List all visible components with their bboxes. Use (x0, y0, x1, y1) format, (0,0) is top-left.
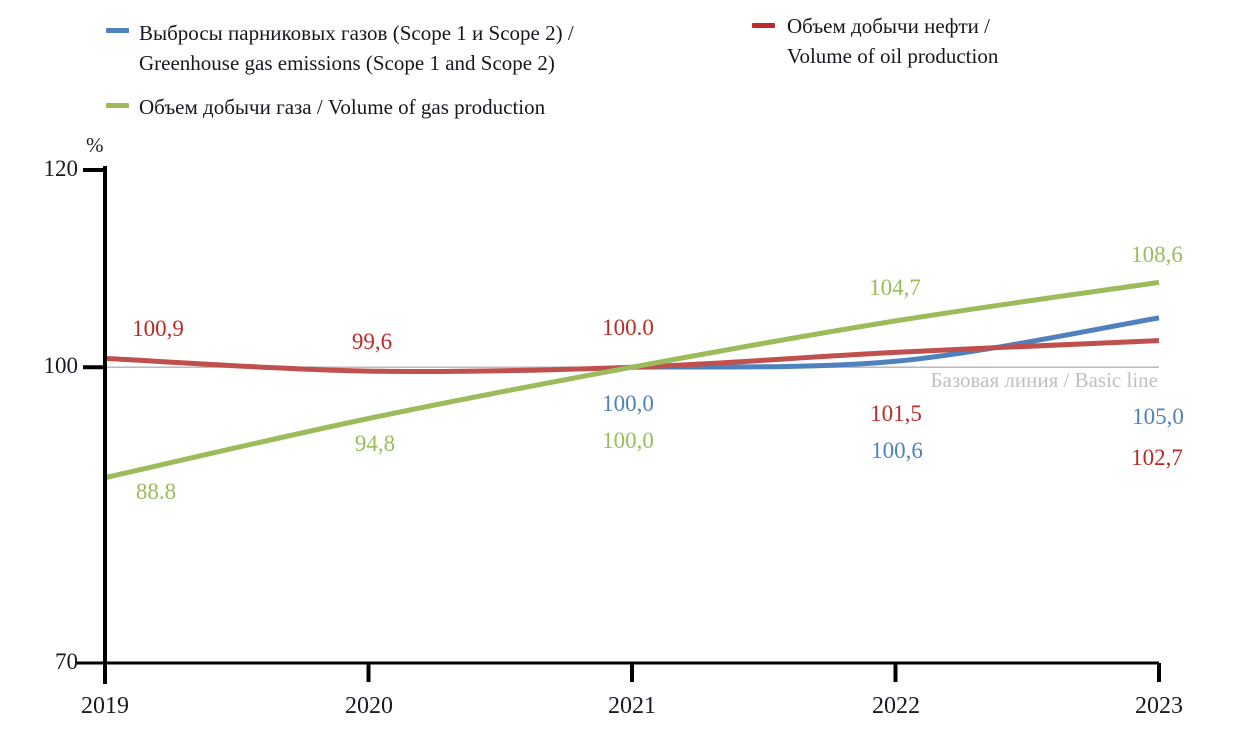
baseline-label: Базовая линия / Basic line (930, 368, 1158, 392)
data-label-gas-2020: 94,8 (354, 431, 396, 456)
data-label-emissions-2023: 105,0 (1132, 404, 1184, 429)
y-tick-label-100: 100 (43, 353, 79, 378)
legend-item-gas: Объем добычи газа / Volume of gas produc… (139, 92, 545, 122)
data-label-oil-2021: 100.0 (602, 315, 654, 340)
legend-label-emissions-line1: Выбросы парниковых газов (Scope 1 и Scop… (139, 21, 574, 45)
x-tick-label-2023: 2023 (1135, 693, 1183, 719)
data-label-gas-2023: 108,6 (1131, 242, 1183, 267)
data-label-oil-2022: 101,5 (870, 401, 922, 426)
y-axis-unit-label: % (86, 133, 104, 157)
series-line-emissions (631, 315, 1160, 370)
legend-label-gas-line1: Объем добычи газа / Volume of gas produc… (139, 95, 546, 119)
data-label-oil-2019: 100,9 (132, 316, 184, 341)
series-line-gas (104, 279, 1160, 481)
data-label-emissions-2021: 100,0 (602, 391, 654, 416)
legend-swatch-gas (106, 103, 129, 108)
legend-label-oil-line1: Объем добычи нефти / (787, 14, 990, 38)
legend-swatch-emissions (106, 28, 129, 33)
legend-item-emissions: Выбросы парниковых газов (Scope 1 и Scop… (139, 18, 574, 78)
data-label-gas-2022: 104,7 (869, 275, 921, 300)
legend-item-oil: Объем добычи нефти / Volume of oil produ… (787, 11, 998, 71)
data-label-gas-2021: 100,0 (602, 428, 654, 453)
y-tick-label-70: 70 (55, 649, 78, 674)
legend-swatch-oil (752, 23, 775, 28)
data-label-gas-2019: 88.8 (135, 479, 177, 504)
x-tick-label-2022: 2022 (872, 693, 920, 719)
legend-label-emissions-line2: Greenhouse gas emissions (Scope 1 and Sc… (139, 51, 555, 75)
data-label-oil-2023: 102,7 (1131, 445, 1183, 470)
x-tick-label-2020: 2020 (345, 693, 393, 719)
data-label-oil-2020: 99,6 (351, 329, 393, 354)
x-tick-label-2021: 2021 (608, 693, 656, 719)
legend-label-oil-line2: Volume of oil production (787, 44, 999, 68)
x-tick-label-2019: 2019 (81, 693, 129, 719)
data-label-emissions-2022: 100,6 (871, 438, 923, 463)
y-tick-label-120: 120 (43, 156, 79, 181)
